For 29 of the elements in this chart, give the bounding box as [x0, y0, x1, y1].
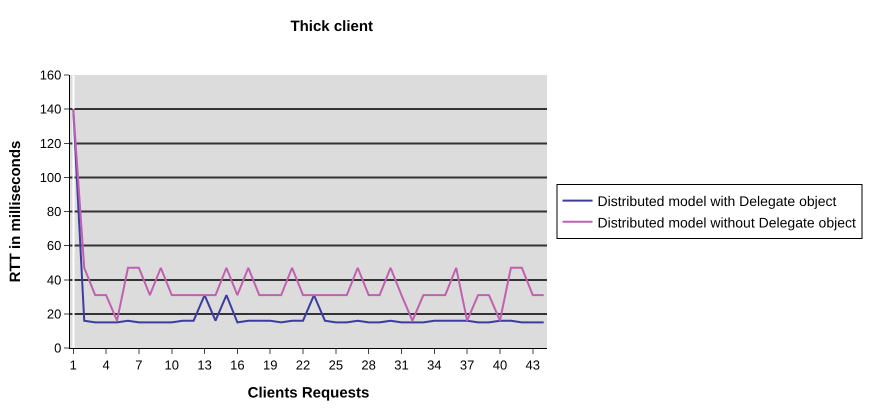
- y-tick-label: 0: [54, 340, 62, 356]
- y-tick-label: 120: [40, 136, 62, 151]
- legend-label: Distributed model without Delegate object: [598, 214, 856, 230]
- x-tick-label: 10: [164, 358, 179, 373]
- x-tick-label: 16: [230, 358, 245, 373]
- x-tick-label: 4: [102, 358, 110, 373]
- x-tick-label: 40: [492, 358, 508, 373]
- chart-title: Thick client: [290, 18, 374, 35]
- x-tick-label: 13: [197, 358, 212, 373]
- y-tick-label: 20: [46, 306, 62, 322]
- y-tick-label: 40: [46, 272, 62, 288]
- legend-label: Distributed model with Delegate object: [598, 193, 837, 210]
- y-tick-label: 60: [46, 238, 62, 254]
- y-tick-label: 100: [40, 170, 62, 185]
- x-tick-label: 19: [262, 358, 278, 373]
- x-axis-title: Clients Requests: [248, 384, 370, 402]
- y-tick-label: 140: [40, 102, 62, 117]
- x-tick-label: 43: [526, 358, 540, 373]
- x-tick-label: 25: [328, 358, 344, 373]
- y-tick-label: 160: [40, 68, 62, 83]
- x-tick-label: 22: [296, 358, 310, 373]
- y-axis-title: RTT in milliseconds: [6, 140, 24, 282]
- x-tick-label: 7: [135, 358, 143, 373]
- y-tick-label: 80: [46, 204, 62, 220]
- x-tick-label: 34: [427, 358, 442, 373]
- x-tick-label: 28: [361, 358, 376, 373]
- x-tick-label: 1: [70, 358, 77, 373]
- x-tick-label: 37: [460, 358, 474, 373]
- x-tick-label: 31: [394, 358, 409, 373]
